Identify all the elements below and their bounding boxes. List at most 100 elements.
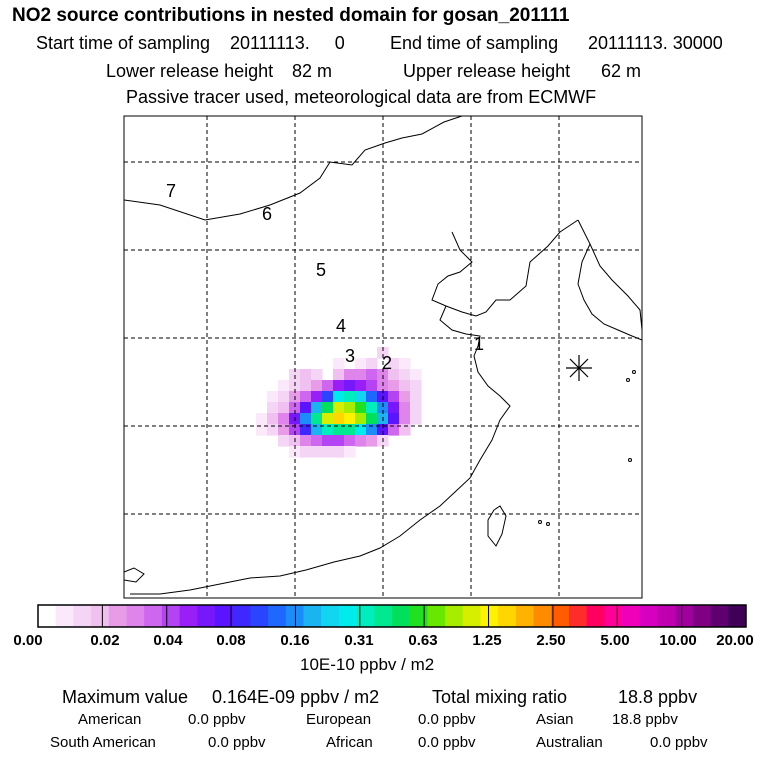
heatmap-cell [311,380,323,392]
colorbar-swatch [232,605,251,627]
region-label-3: 3 [345,346,355,366]
hainan-edge [124,567,145,583]
heatmap-cell [289,424,301,436]
colorbar-swatch [551,605,570,627]
island [632,370,636,374]
max-value-label: Maximum value [62,687,189,707]
colorbar-swatch [197,605,216,627]
total-mixing-label: Total mixing ratio [432,687,568,707]
colorbar-frame [37,604,747,628]
shandong-coast [130,305,511,595]
region-value: 0.0 ppbv [418,711,476,728]
heatmap-cell [399,402,411,414]
heatmap-cell [311,369,323,381]
colorbar-swatch [392,605,411,627]
heatmap-cell [344,391,356,403]
colorbar-swatch [480,605,499,627]
heatmap-cell [388,380,400,392]
region-value: 0.0 ppbv [418,734,476,751]
heatmap-cell [300,413,312,425]
heatmap-cell [410,369,422,381]
heatmap-cell [333,369,345,381]
heatmap-cell [355,391,367,403]
heatmap-cell [344,435,356,447]
colorbar-tick: 0.08 [216,632,246,649]
heatmap-cell [311,391,323,403]
taiwan [487,505,507,547]
colorbar-tick: 5.00 [600,632,630,649]
korea-west-coast [577,243,642,341]
region-label-4: 4 [336,316,346,336]
colorbar-swatch [569,605,588,627]
heatmap-cell [377,402,389,414]
colorbar-tick: 0.63 [408,632,438,649]
heatmap-cell [322,358,334,370]
heatmap-cell [377,424,389,436]
heatmap-cell [366,424,378,436]
colorbar-swatch [268,605,287,627]
colorbar-tick: 0.16 [280,632,310,649]
lower-height-label: Lower release height [106,61,274,81]
colorbar-swatch [108,605,127,627]
upper-height-value: 62 m [601,61,642,81]
colorbar-tick: 0.02 [90,632,120,649]
tracer-note: Passive tracer used, meteorological data… [126,87,597,107]
island [628,458,632,462]
receptor-star-icon [566,355,592,381]
region-value: 0.0 ppbv [188,711,246,728]
heatmap-cell [388,358,400,370]
heatmap-cell [399,424,411,436]
heatmap-cell [267,391,279,403]
heatmap-cell [388,402,400,414]
heatmap-cell [322,402,334,414]
heatmap-cell [278,380,290,392]
region-value: 18.8 ppbv [612,711,678,728]
colorbar-swatch [710,605,729,627]
region-name: Australian [536,734,603,751]
colorbar-swatch [321,605,340,627]
colorbar-swatch [303,605,322,627]
upper-height-label: Upper release height [403,61,571,81]
heatmap-cell [355,424,367,436]
heatmap-cell [366,413,378,425]
colorbar-swatch [498,605,517,627]
colorbar-tick: 10.00 [659,632,697,649]
heatmap-cell [322,446,334,458]
heatmap-cell [333,446,345,458]
heatmap-cell [278,413,290,425]
heatmap-cell [366,402,378,414]
colorbar-swatch [533,605,552,627]
region-label-6: 6 [262,204,272,224]
heatmap-cell [366,391,378,403]
heatmap-cell [267,424,279,436]
start-time-label: Start time of sampling [36,33,211,53]
colorbar-swatch [91,605,110,627]
heatmap-cell [300,424,312,436]
heatmap-cell [344,402,356,414]
heatmap-cell [388,413,400,425]
colorbar-swatch [144,605,163,627]
colorbar-swatch [161,605,181,627]
heatmap-cell [355,380,367,392]
heatmap-cell [300,369,312,381]
colorbar-swatch [38,605,57,627]
colorbar-swatch [179,605,198,627]
colorbar-tick: 1.25 [472,632,502,649]
heatmap-cell [399,369,411,381]
heatmap-cell [322,413,334,425]
colorbar-tick: 20.00 [716,632,754,649]
heatmap-cell [256,413,268,425]
colorbar-swatch [215,605,234,627]
chart-title: NO2 source contributions in nested domai… [12,5,570,26]
heatmap-cell [366,435,378,447]
region-value: 0.0 ppbv [208,734,266,751]
heatmap-cell [333,435,345,447]
colorbar-swatch [692,605,712,627]
end-time-value: 20111113. 30000 [588,33,723,53]
heatmap-cell [355,358,367,370]
heatmap-cell [410,391,422,403]
heatmap-cell [344,380,356,392]
region-label-5: 5 [316,260,326,280]
heatmap-cell [311,446,323,458]
